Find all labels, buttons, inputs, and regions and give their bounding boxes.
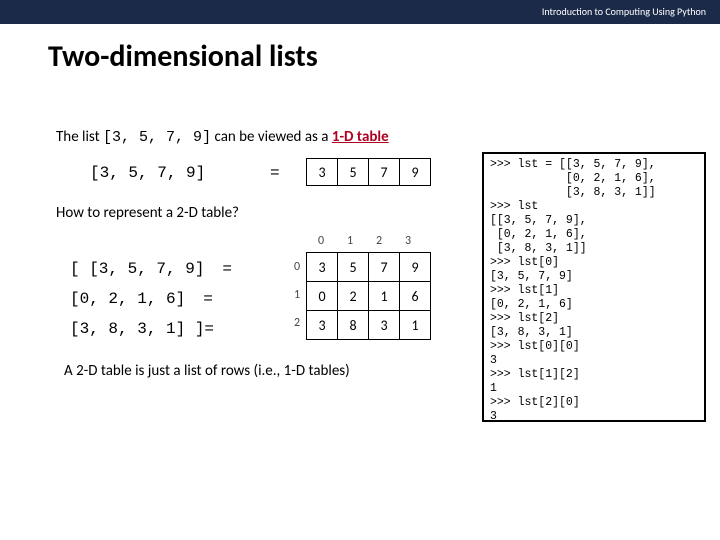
- repl-box: >>> lst = [[3, 5, 7, 9], [0, 2, 1, 6], […: [482, 152, 706, 422]
- intro-prefix: The list: [56, 128, 103, 146]
- cell: 3: [369, 311, 400, 340]
- cell: 1: [369, 282, 400, 311]
- cell: 0: [307, 282, 338, 311]
- table-row: 0 2 1 6: [307, 282, 431, 311]
- cell: 7: [369, 159, 400, 186]
- row-2-text: [3, 8, 3, 1] ]: [70, 320, 204, 338]
- intro-code: [3, 5, 7, 9]: [103, 129, 211, 146]
- table-row: 3 5 7 9: [307, 253, 431, 282]
- cell: 2: [338, 282, 369, 311]
- equals-1d: =: [270, 164, 280, 182]
- row-0-eq: =: [222, 254, 232, 284]
- row-1-eq: =: [203, 284, 213, 314]
- col-idx-0: 0: [318, 234, 324, 248]
- cell: 3: [307, 253, 338, 282]
- intro-link: 1-D table: [332, 128, 389, 146]
- row-0: [ [3, 5, 7, 9] =: [70, 254, 232, 284]
- row-idx-0: 0: [294, 260, 300, 274]
- table-2d: 3 5 7 9 0 2 1 6 3 8 3 1: [306, 252, 431, 340]
- footer-line: A 2-D table is just a list of rows (i.e.…: [64, 362, 350, 380]
- rows-2d-list: [ [3, 5, 7, 9] = [0, 2, 1, 6] = [3, 8, 3, …: [70, 254, 232, 344]
- cell: 3: [307, 311, 338, 340]
- header-text: Introduction to Computing Using Python: [542, 5, 706, 18]
- cell: 9: [400, 159, 431, 186]
- col-idx-3: 3: [405, 234, 411, 248]
- table-1d: 3 5 7 9: [306, 158, 431, 186]
- slide: Introduction to Computing Using Python T…: [0, 0, 720, 540]
- example-1d-list: [3, 5, 7, 9]: [90, 164, 205, 182]
- cell: 6: [400, 282, 431, 311]
- cell: 3: [307, 159, 338, 186]
- row-idx-1: 1: [294, 288, 300, 302]
- col-idx-1: 1: [347, 234, 353, 248]
- row-1: [0, 2, 1, 6] =: [70, 284, 232, 314]
- cell: 5: [338, 253, 369, 282]
- cell: 7: [369, 253, 400, 282]
- col-idx-2: 2: [376, 234, 382, 248]
- header-bar: Introduction to Computing Using Python: [0, 0, 720, 24]
- cell: 1: [400, 311, 431, 340]
- intro-mid: can be viewed as a: [211, 128, 332, 146]
- row-idx-2: 2: [294, 316, 300, 330]
- row-0-text: [ [3, 5, 7, 9]: [70, 260, 204, 278]
- table-row: 3 5 7 9: [307, 159, 431, 186]
- slide-title: Two-dimensional lists: [48, 38, 318, 75]
- cell: 5: [338, 159, 369, 186]
- row-1-text: [0, 2, 1, 6]: [70, 290, 185, 308]
- row-2: [3, 8, 3, 1] ]=: [70, 314, 232, 344]
- cell: 9: [400, 253, 431, 282]
- cell: 8: [338, 311, 369, 340]
- how-represent: How to represent a 2-D table?: [56, 204, 239, 222]
- intro-line: The list [3, 5, 7, 9] can be viewed as a…: [56, 128, 389, 146]
- table-row: 3 8 3 1: [307, 311, 431, 340]
- row-2-eq: =: [204, 314, 214, 344]
